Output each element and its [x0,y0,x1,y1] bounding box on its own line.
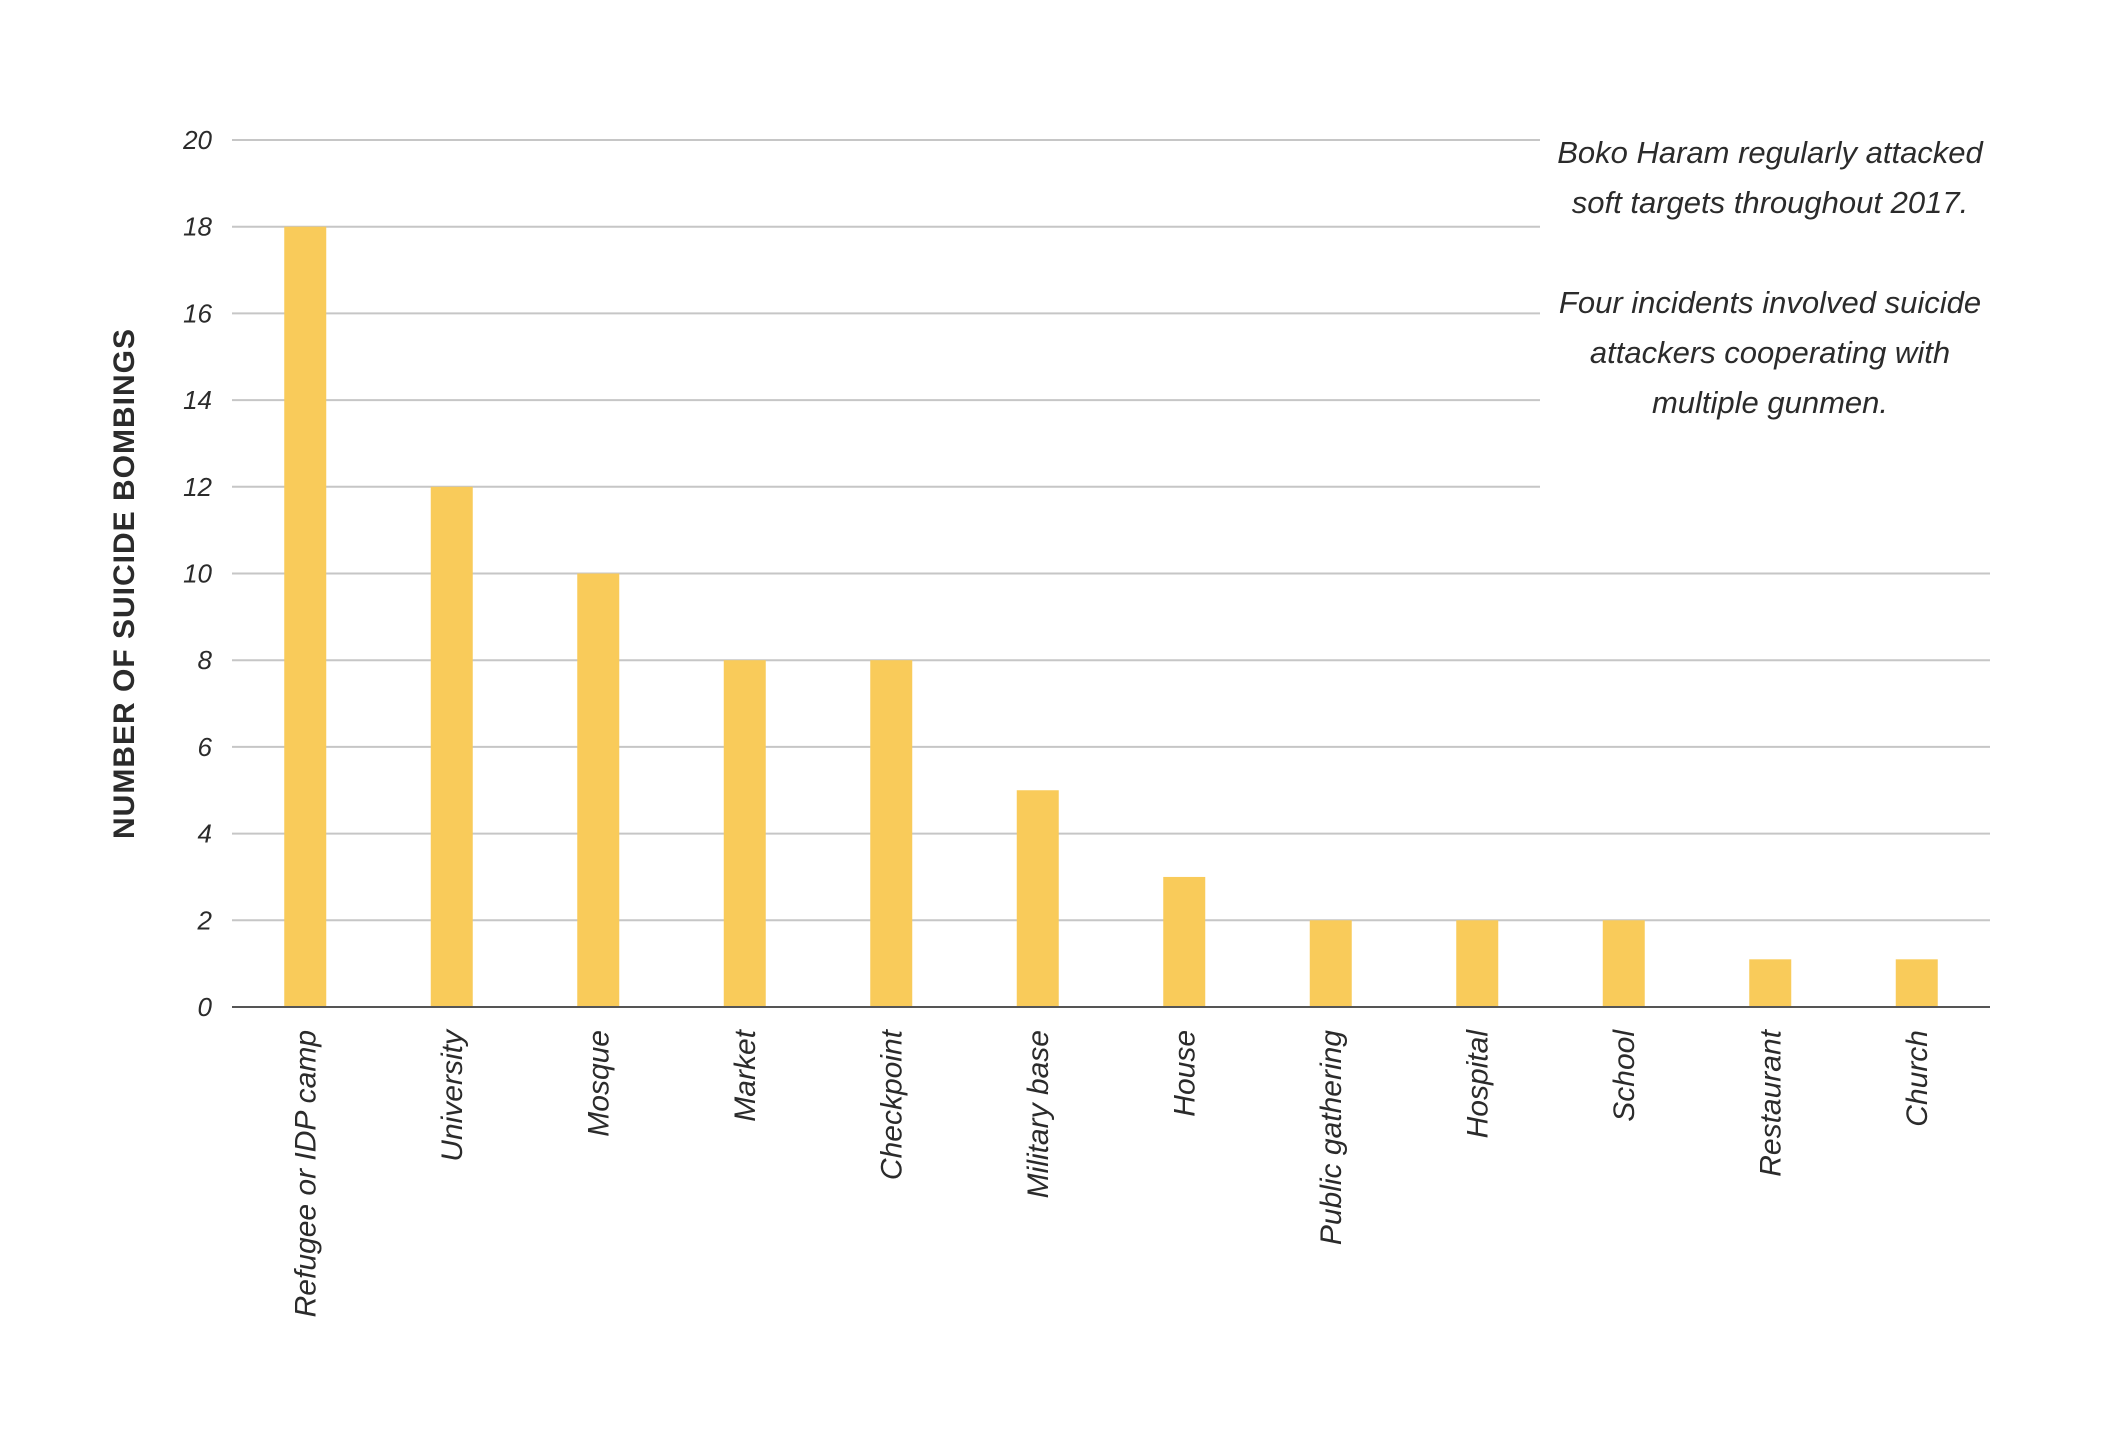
category-label: House [1168,1030,1201,1117]
y-tick-label: 6 [198,732,213,762]
y-tick-label: 16 [183,298,212,328]
bar [1602,920,1645,1007]
category-label: University [436,1028,469,1162]
bar [577,573,620,1007]
category-label: Military base [1022,1030,1055,1198]
y-tick-label: 0 [198,992,213,1022]
bar [1163,876,1206,1007]
annotation-text-1: Boko Haram regularly attacked soft targe… [1557,135,1983,220]
annotation-text-2: Four incidents involved suicide attacker… [1558,285,1982,420]
y-tick-label: 20 [182,125,212,155]
bar [284,226,327,1007]
category-label: Hospital [1461,1029,1494,1139]
category-label: Restaurant [1754,1028,1787,1176]
bars [284,226,1938,1007]
bar [1895,959,1938,1007]
y-tick-label: 2 [197,905,213,935]
category-label: Checkpoint [875,1028,908,1180]
y-tick-label: 18 [183,212,212,242]
category-label: Refugee or IDP camp [289,1030,322,1317]
bar [430,486,473,1007]
category-label: Mosque [582,1030,615,1137]
category-label: Public gathering [1315,1030,1348,1245]
y-tick-label: 12 [183,472,212,502]
category-labels: Refugee or IDP camp University Mosque Marke… [289,1028,1934,1317]
bar [870,660,913,1007]
y-tick-label: 14 [183,385,212,415]
category-label: School [1608,1029,1641,1122]
y-tick-label: 8 [198,645,213,675]
y-tick-label: 4 [198,819,212,849]
category-label: Church [1901,1030,1934,1127]
bar [1456,920,1499,1007]
y-axis-label: NUMBER OF SUICIDE BOMBINGS [108,328,141,839]
bar [1749,959,1792,1007]
category-label: Market [729,1028,762,1121]
bar [1016,790,1059,1007]
y-tick-labels: 0 2 4 6 8 10 12 14 16 18 20 [182,125,212,1022]
annotation: Boko Haram regularly attacked soft targe… [1540,128,2000,428]
bar [1309,920,1352,1007]
y-tick-label: 10 [183,559,212,589]
bar [723,660,766,1007]
